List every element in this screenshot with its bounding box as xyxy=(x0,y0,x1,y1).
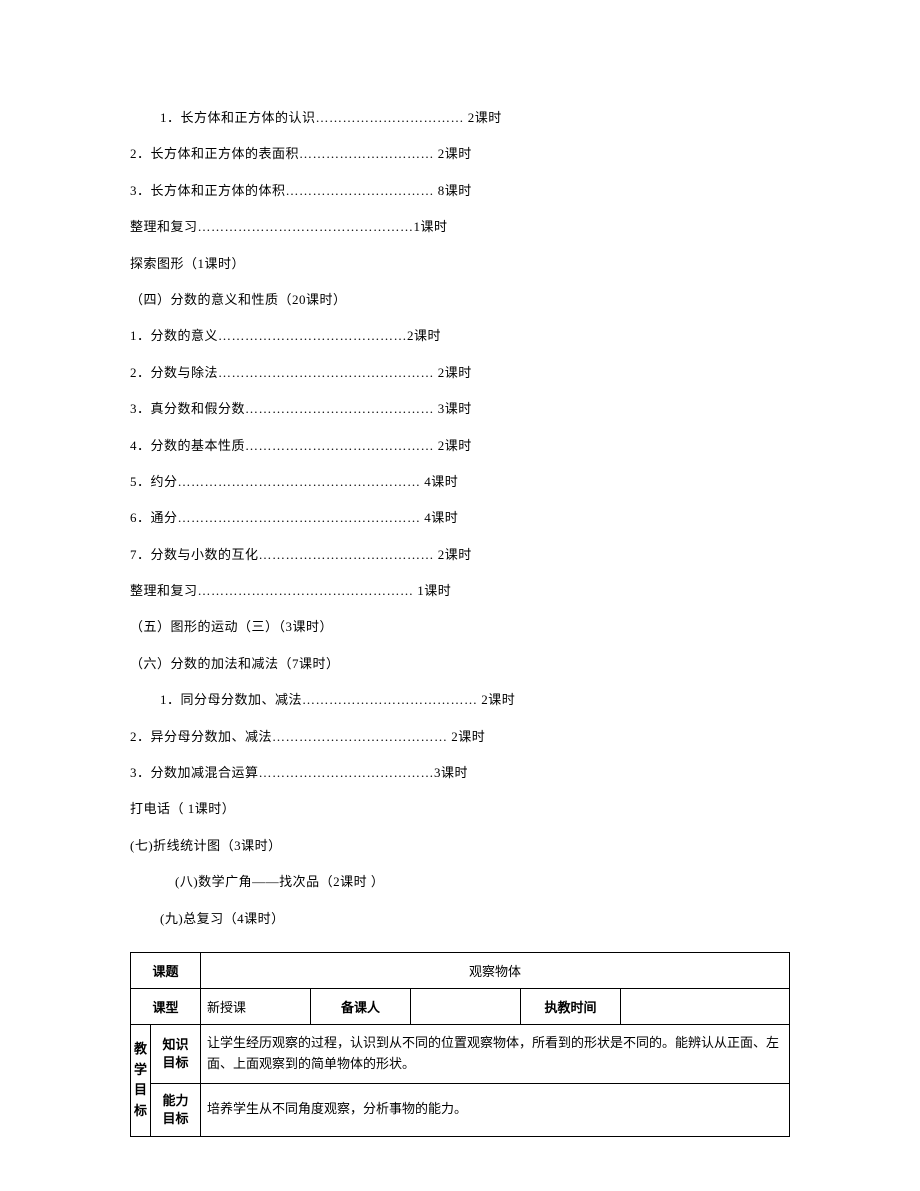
outline-line: (九)总复习（4课时） xyxy=(160,901,790,937)
class-type-label: 课型 xyxy=(131,988,201,1024)
outline-line: （六）分数的加法和减法（7课时） xyxy=(130,646,790,682)
outline-line: (八)数学广角——找次品（2课时 ） xyxy=(175,864,790,900)
outline-line: 打电话（ 1课时） xyxy=(130,791,790,827)
outline-line: 1．分数的意义……………………………………2课时 xyxy=(130,318,790,354)
class-type-value: 新授课 xyxy=(201,988,311,1024)
knowledge-goal-label: 知识目标 xyxy=(151,1024,201,1083)
outline-line: 3．分数加减混合运算…………………………………3课时 xyxy=(130,755,790,791)
outline-line: 2．分数与除法………………………………………… 2课时 xyxy=(130,355,790,391)
outline-line: 3．真分数和假分数…………………………………… 3课时 xyxy=(130,391,790,427)
outline-line: 2．异分母分数加、减法………………………………… 2课时 xyxy=(130,719,790,755)
topic-label: 课题 xyxy=(131,952,201,988)
outline-line: (七)折线统计图（3课时） xyxy=(130,828,790,864)
preparer-label: 备课人 xyxy=(311,988,411,1024)
outline-line: 整理和复习………………………………………… 1课时 xyxy=(130,573,790,609)
outline-line: 6．通分……………………………………………… 4课时 xyxy=(130,500,790,536)
outline-line: 4．分数的基本性质…………………………………… 2课时 xyxy=(130,428,790,464)
outline-line: 2．长方体和正方体的表面积………………………… 2课时 xyxy=(130,136,790,172)
outline-line: （五）图形的运动（三）（3课时） xyxy=(130,609,790,645)
outline-line: 3．长方体和正方体的体积…………………………… 8课时 xyxy=(130,173,790,209)
outline-line: 整理和复习…………………………………………1课时 xyxy=(130,209,790,245)
outline-line: （四）分数的意义和性质（20课时） xyxy=(130,282,790,318)
teaching-time-value xyxy=(621,988,790,1024)
teaching-time-label: 执教时间 xyxy=(521,988,621,1024)
lesson-outline: 1．长方体和正方体的认识…………………………… 2课时2．长方体和正方体的表面积… xyxy=(130,100,790,937)
outline-line: 探索图形（1课时） xyxy=(130,246,790,282)
outline-line: 5．约分……………………………………………… 4课时 xyxy=(130,464,790,500)
ability-goal-label: 能力目标 xyxy=(151,1083,201,1136)
teaching-goals-label: 教学目标 xyxy=(131,1024,151,1136)
outline-line: 1．长方体和正方体的认识…………………………… 2课时 xyxy=(160,100,790,136)
preparer-value xyxy=(411,988,521,1024)
topic-value: 观察物体 xyxy=(201,952,790,988)
knowledge-goal-content: 让学生经历观察的过程，认识到从不同的位置观察物体，所看到的形状是不同的。能辨认从… xyxy=(201,1024,790,1083)
lesson-plan-table: 课题 观察物体 课型 新授课 备课人 执教时间 教学目标 知识目标 让学生经历观… xyxy=(130,952,790,1137)
ability-goal-content: 培养学生从不同角度观察，分析事物的能力。 xyxy=(201,1083,790,1136)
outline-line: 7．分数与小数的互化………………………………… 2课时 xyxy=(130,537,790,573)
outline-line: 1．同分母分数加、减法………………………………… 2课时 xyxy=(160,682,790,718)
